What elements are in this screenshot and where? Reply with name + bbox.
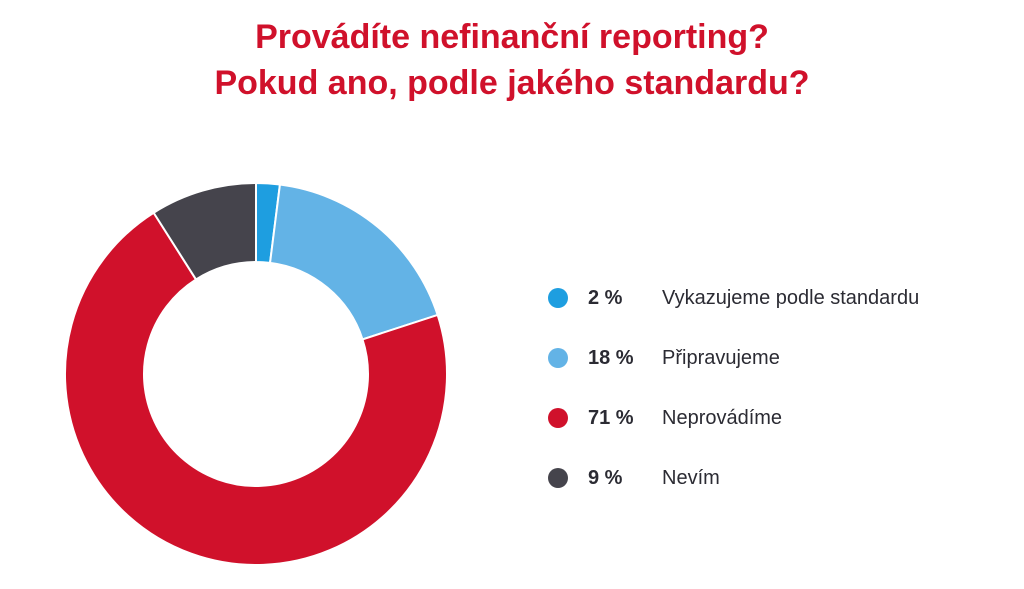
legend-swatch <box>548 348 568 368</box>
legend-value: 9 % <box>588 466 623 489</box>
legend-item: 9 % Nevím <box>548 448 919 508</box>
chart-title-line-1: Provádíte nefinanční reporting? <box>255 18 769 56</box>
legend-item: 71 % Neprovádíme <box>548 388 919 448</box>
legend-swatch <box>548 408 568 428</box>
donut-slice <box>152 181 257 281</box>
legend-label: Nevím <box>662 466 720 489</box>
chart-title-line-2: Pokud ano, podle jakého standardu? <box>214 64 810 102</box>
legend-value: 71 % <box>588 406 634 429</box>
legend-label: Vykazujeme podle standardu <box>662 286 920 309</box>
legend-value: 2 % <box>588 286 623 309</box>
donut-slices <box>64 181 448 566</box>
legend-item: 2 % Vykazujeme podle standardu <box>548 268 919 328</box>
legend-swatch <box>548 288 568 308</box>
donut-slice <box>268 183 439 341</box>
legend-swatch <box>548 468 568 488</box>
legend-value: 18 % <box>588 346 634 369</box>
legend-label: Neprovádíme <box>662 406 783 429</box>
donut-slice <box>64 211 448 566</box>
chart-legend: 2 % Vykazujeme podle standardu 18 % Přip… <box>548 268 919 508</box>
chart-title: Provádíte nefinanční reporting? Pokud an… <box>0 14 1024 106</box>
legend-item: 18 % Připravujeme <box>548 328 919 388</box>
legend-label: Připravujeme <box>662 346 780 369</box>
